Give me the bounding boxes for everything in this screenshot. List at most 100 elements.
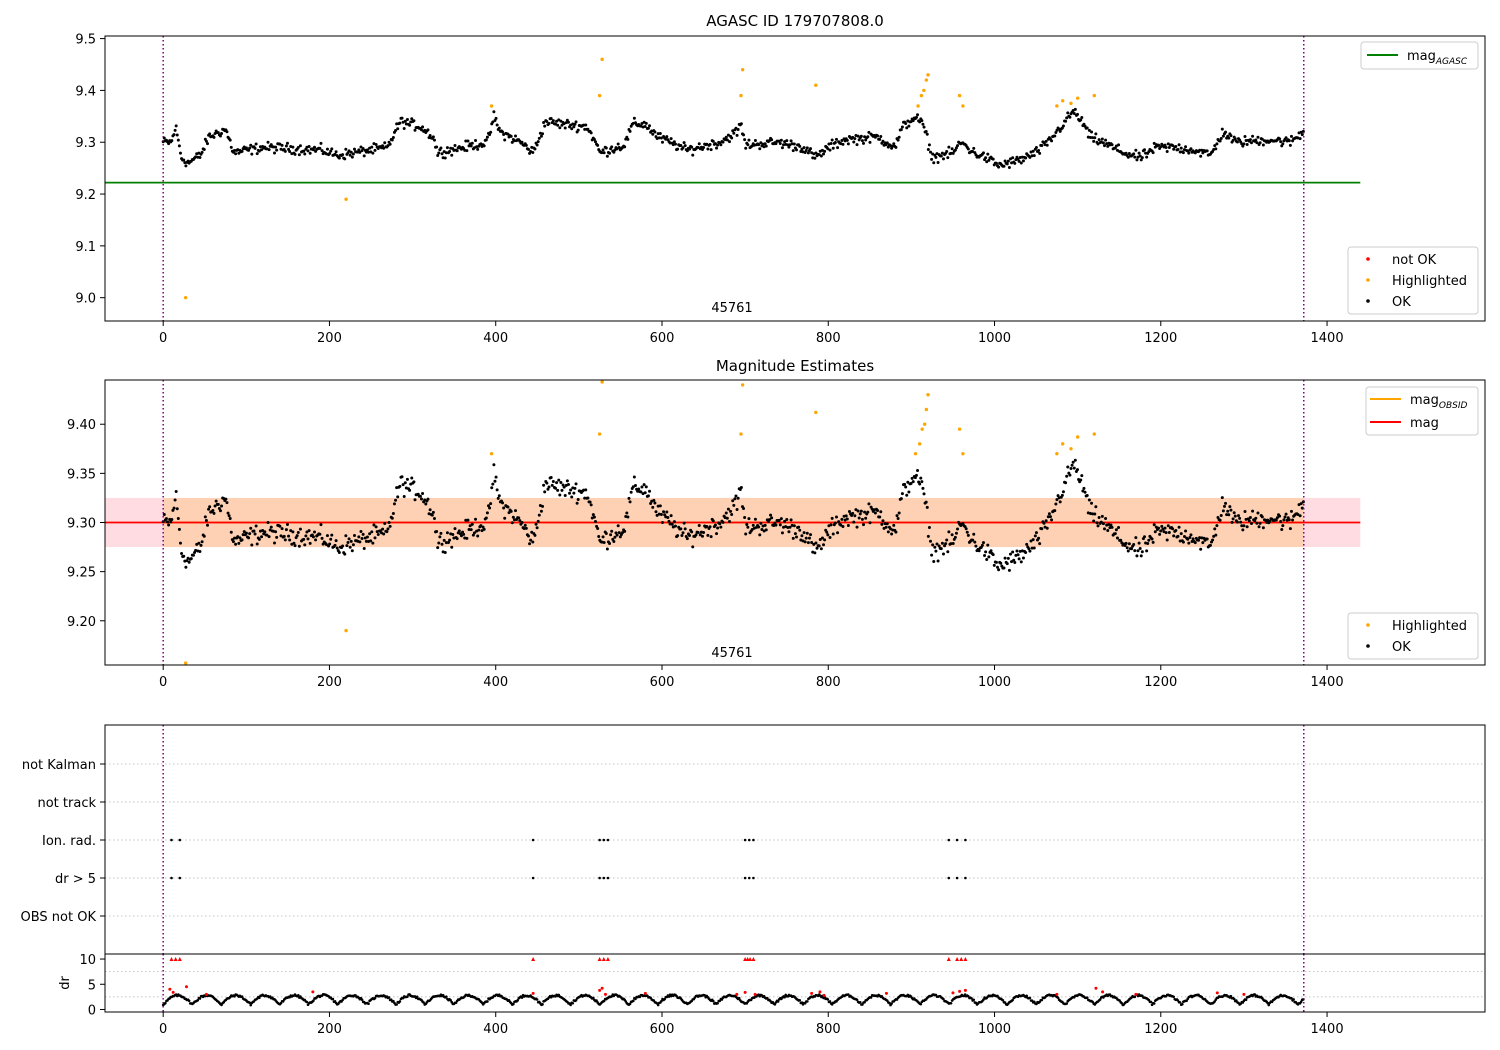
ok-point — [549, 476, 553, 480]
ok-point — [200, 150, 204, 154]
ok-point — [863, 510, 867, 514]
ok-point — [214, 499, 218, 503]
ok-point — [266, 521, 270, 525]
ok-point — [757, 525, 761, 529]
ok-point — [649, 502, 653, 506]
ok-point — [1268, 519, 1272, 523]
ok-point — [439, 531, 443, 535]
ok-point — [1110, 525, 1114, 529]
ok-point — [1198, 148, 1202, 152]
ok-point — [265, 533, 269, 537]
ok-point — [279, 534, 283, 538]
ok-point — [305, 530, 309, 534]
highlighted-point — [739, 432, 743, 436]
ok-point — [492, 463, 496, 467]
ok-point — [535, 526, 539, 530]
ok-point — [443, 551, 447, 555]
ok-point — [742, 507, 746, 511]
ok-point — [945, 149, 949, 153]
ok-point — [293, 152, 297, 156]
ok-point — [1205, 537, 1209, 541]
ok-point — [654, 510, 658, 514]
ok-point — [1117, 143, 1121, 147]
ok-point — [1258, 521, 1262, 525]
magnitude-legend-highlighted-label: Highlighted — [1392, 619, 1467, 634]
highlighted-point — [597, 93, 602, 98]
dr-capped-point — [531, 957, 536, 962]
ok-point — [646, 126, 650, 130]
ok-point — [1106, 528, 1110, 532]
ok-point — [719, 143, 723, 147]
ok-point — [1082, 486, 1086, 490]
ok-point — [984, 550, 988, 554]
ok-point — [858, 512, 862, 516]
ok-point — [227, 514, 231, 518]
ok-point — [231, 540, 235, 544]
ok-point — [1218, 139, 1222, 143]
ok-point — [1064, 119, 1068, 123]
ok-point — [853, 514, 857, 518]
ok-point — [669, 514, 673, 518]
ok-point — [1158, 532, 1162, 536]
ok-point — [228, 516, 232, 520]
ok-point — [919, 476, 923, 480]
ok-point — [945, 538, 949, 542]
ok-point — [462, 532, 466, 536]
ok-point — [490, 486, 494, 490]
ok-point — [809, 533, 813, 537]
ok-point — [269, 525, 273, 529]
ok-point — [314, 538, 318, 542]
ok-point — [820, 536, 824, 540]
ok-point — [986, 152, 990, 156]
magnitude-legend-ok-marker — [1366, 644, 1370, 648]
ok-point — [1097, 138, 1101, 142]
ok-point — [1140, 550, 1144, 554]
dr-flagged-point — [884, 991, 888, 995]
ok-point — [859, 134, 863, 138]
ok-point — [956, 144, 960, 148]
ok-point — [632, 475, 636, 479]
ok-point — [1101, 522, 1105, 526]
ok-point — [334, 150, 338, 154]
ok-point — [470, 522, 474, 526]
ok-point — [341, 544, 345, 548]
ok-point — [904, 121, 908, 125]
ok-point — [280, 527, 284, 531]
ok-point — [880, 522, 884, 526]
ok-point — [906, 480, 910, 484]
agasc-legend-highlighted-label: Highlighted — [1392, 274, 1467, 289]
ok-point — [690, 145, 694, 149]
ok-point — [1243, 134, 1247, 138]
ok-point — [253, 146, 257, 150]
ok-point — [506, 132, 510, 136]
ok-point — [909, 481, 913, 485]
ok-point — [424, 502, 428, 506]
ok-point — [573, 122, 577, 126]
ok-point — [608, 541, 612, 545]
dr-point — [982, 998, 985, 1001]
dr-point — [1299, 1000, 1303, 1003]
ok-point — [361, 532, 365, 536]
ok-point — [391, 135, 395, 139]
highlighted-point — [600, 380, 604, 384]
ok-point — [1027, 547, 1031, 551]
ok-point — [319, 141, 323, 145]
ok-point — [495, 488, 499, 492]
ok-point — [1214, 147, 1218, 151]
ok-point — [1160, 524, 1164, 528]
ok-point — [1151, 151, 1155, 155]
highlighted-point — [924, 407, 929, 412]
ok-point — [653, 130, 657, 134]
ok-point — [1030, 546, 1034, 550]
dr-flagged-point — [643, 991, 647, 995]
ok-point — [685, 149, 689, 153]
ok-point — [856, 134, 860, 138]
ok-point — [934, 549, 938, 553]
dr-flagged-point — [171, 990, 175, 994]
ok-point — [457, 529, 461, 533]
ok-point — [472, 531, 476, 535]
ok-point — [1024, 550, 1028, 554]
ok-point — [1181, 540, 1185, 544]
flags-panel: not Kalman not track Ion. rad. dr > 5 OBS no… — [21, 724, 1486, 955]
ok-point — [954, 531, 958, 535]
